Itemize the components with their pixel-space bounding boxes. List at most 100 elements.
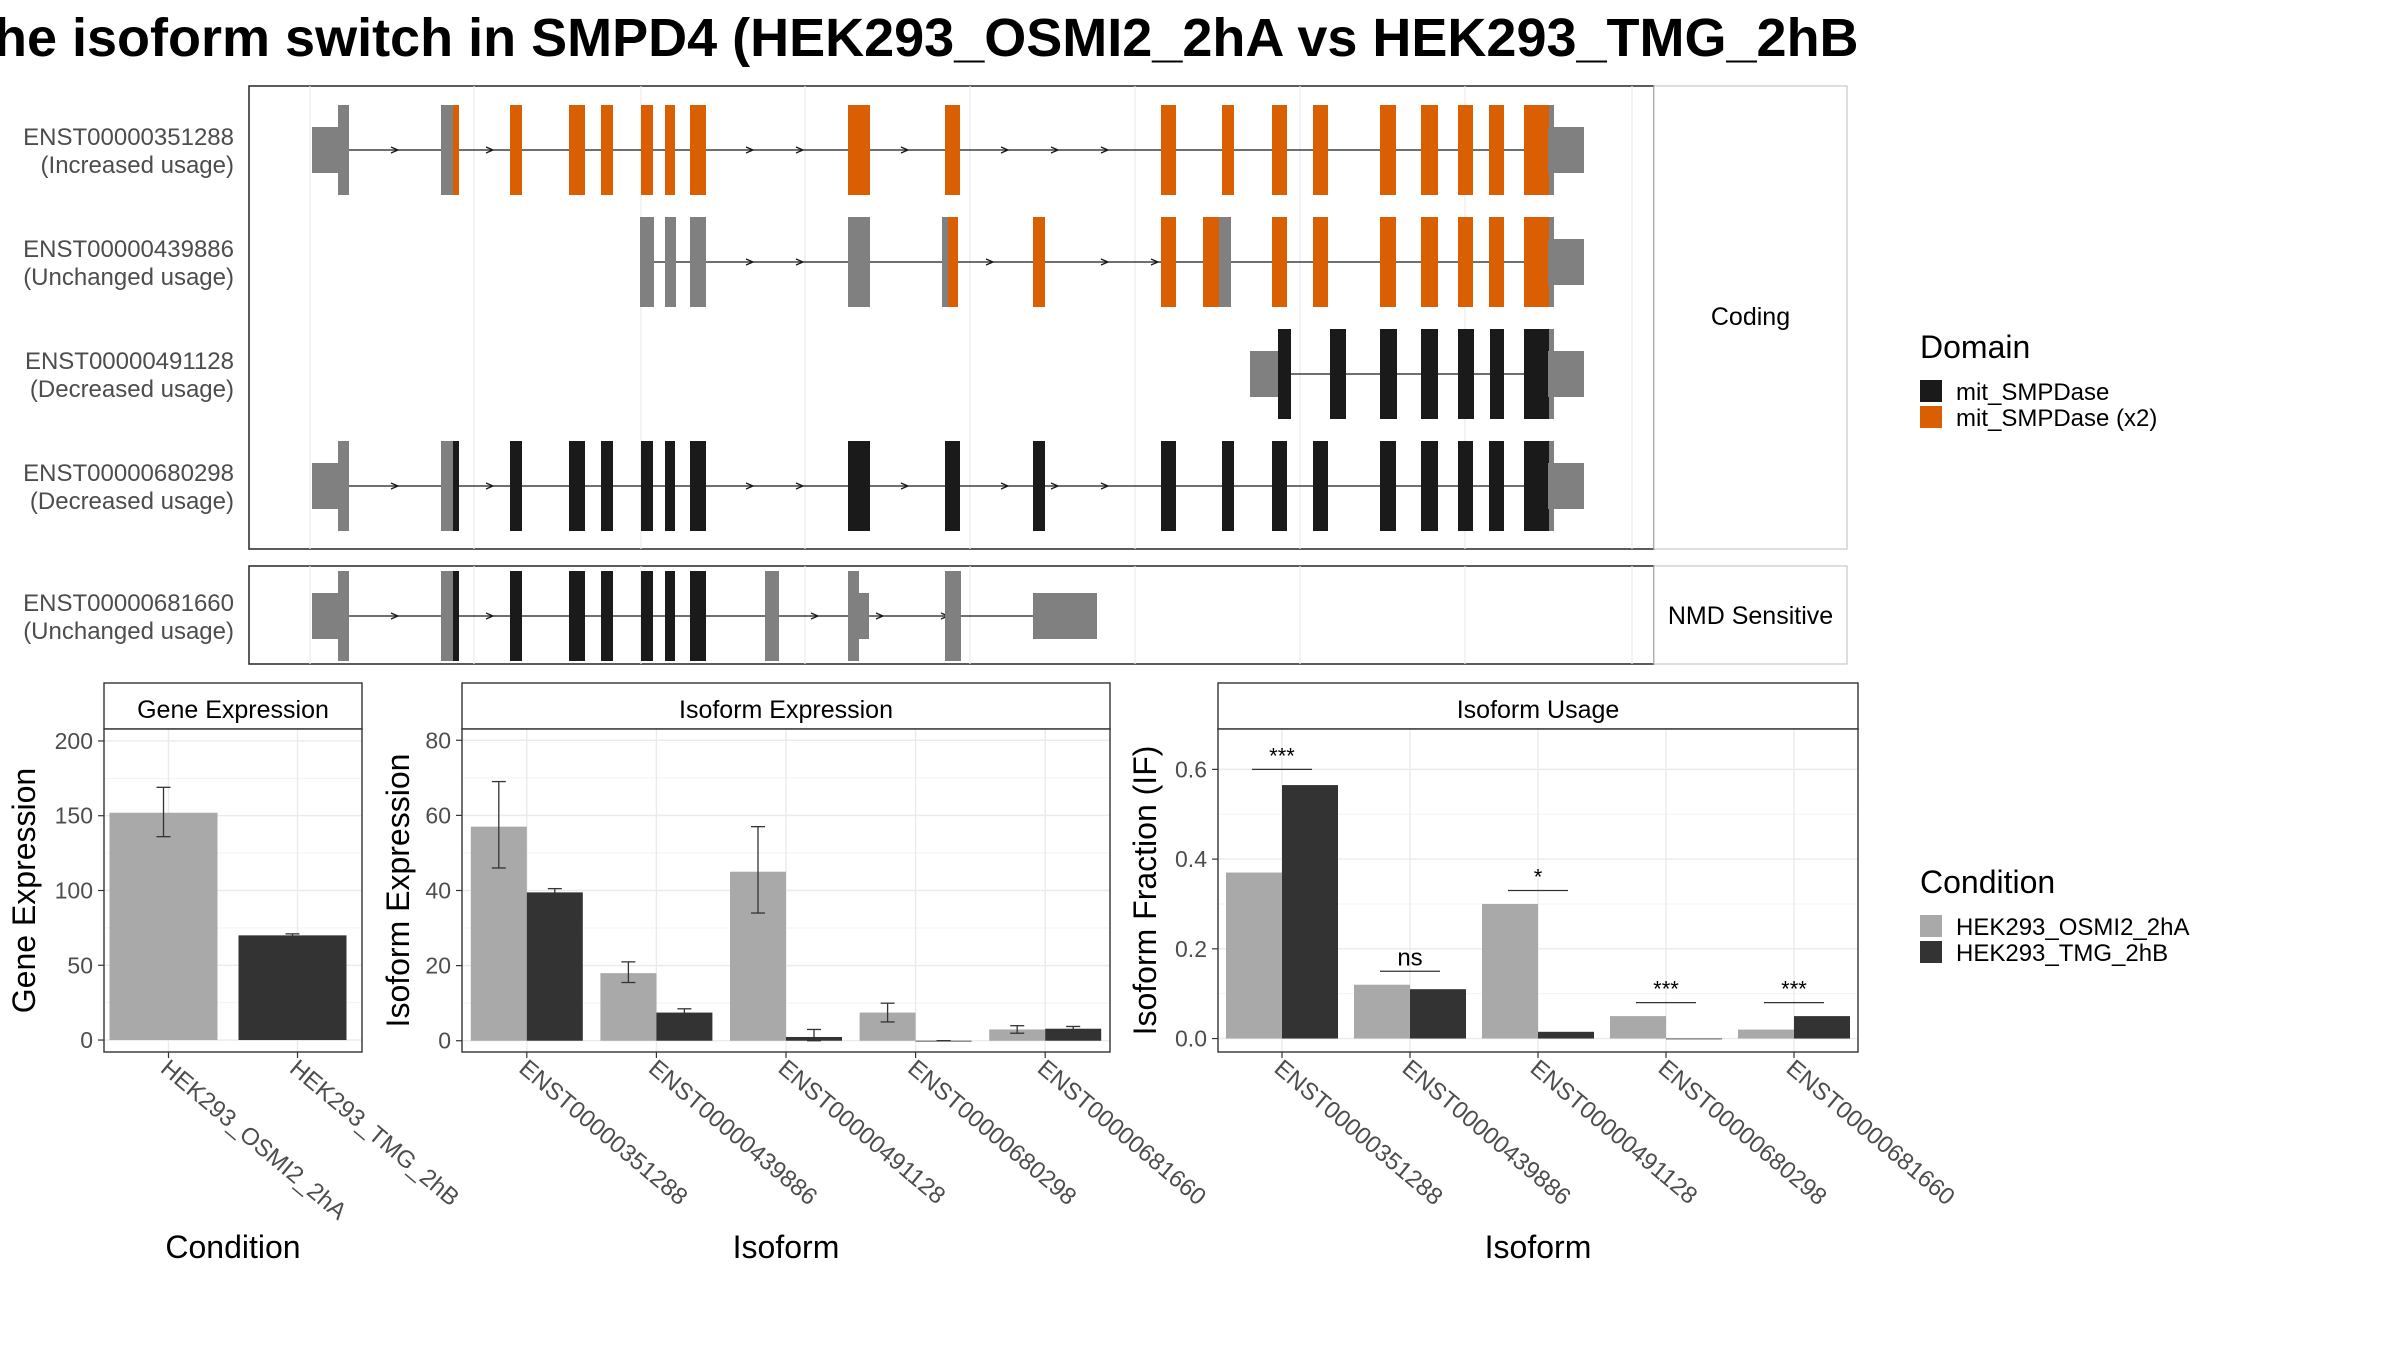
- intron-direction-arrow: [1100, 482, 1110, 490]
- coding-exon: [1421, 329, 1438, 419]
- utr-exon: [312, 593, 342, 639]
- legend-key-osmi2: [1920, 915, 1942, 937]
- intron-direction-arrow: [875, 612, 885, 620]
- y-tick-label: 200: [55, 728, 93, 754]
- coding-exon: [690, 441, 706, 531]
- y-tick-label: 20: [425, 953, 451, 979]
- panel-title-strip: [1217, 682, 1859, 730]
- utr-exon: [1033, 593, 1097, 639]
- transcript-usage-label: (Unchanged usage): [23, 264, 234, 291]
- coding-exon: [1421, 441, 1438, 531]
- coding-exon: [1458, 105, 1473, 195]
- legend-label-osmi2: HEK293_OSMI2_2hA: [1956, 914, 2189, 941]
- transcript-id-label: ENST00000680298: [23, 460, 234, 487]
- bar: [1794, 1016, 1850, 1039]
- intron-direction-arrow: [1100, 258, 1110, 266]
- coding-exon: [569, 571, 585, 661]
- intron-direction-arrow: [1000, 482, 1010, 490]
- utr-exon: [312, 127, 342, 173]
- coding-exon: [453, 571, 459, 661]
- bar: [1666, 1038, 1722, 1040]
- coding-exon: [1222, 441, 1234, 531]
- coding-exon: [338, 441, 349, 531]
- coding-exon: [848, 217, 870, 307]
- coding-exon: [1278, 329, 1291, 419]
- domain-legend: Domain mit_SMPDase mit_SMPDase (x2): [1920, 329, 2157, 432]
- coding-exon: [948, 217, 958, 307]
- coding-exon: [690, 217, 706, 307]
- intron-direction-arrow: [985, 258, 995, 266]
- coding-exon: [453, 441, 459, 531]
- intron-direction-arrow: [810, 612, 820, 620]
- coding-exon: [453, 105, 459, 195]
- coding-exon: [1313, 217, 1328, 307]
- coding-exon: [1033, 217, 1045, 307]
- intron-direction-arrow: [390, 146, 400, 154]
- coding-exon: [942, 217, 949, 307]
- coding-exon: [510, 441, 522, 531]
- coding-exon: [1524, 441, 1549, 531]
- y-tick-label: 0: [80, 1027, 93, 1053]
- coding-exon: [1458, 441, 1473, 531]
- y-tick-label: 0.0: [1175, 1026, 1207, 1052]
- bar: [1354, 984, 1410, 1039]
- coding-exon: [1161, 217, 1176, 307]
- coding-exon: [1549, 217, 1554, 307]
- coding-exon: [1489, 441, 1504, 531]
- nmd-strip-label: NMD Sensitive: [1668, 602, 1833, 630]
- coding-exon: [1524, 217, 1549, 307]
- intron-direction-arrow: [745, 482, 755, 490]
- panel-title-strip: [103, 682, 363, 730]
- significance-label: *: [1534, 865, 1543, 890]
- coding-exon: [1222, 105, 1234, 195]
- coding-exon: [338, 571, 349, 661]
- condition-legend: Condition HEK293_OSMI2_2hA HEK293_TMG_2h…: [1920, 864, 2189, 967]
- coding-exon: [1549, 441, 1554, 531]
- coding-exon: [1458, 217, 1473, 307]
- coding-exon: [1549, 329, 1554, 419]
- legend-key-mit-smpdase: [1920, 380, 1942, 402]
- condition-legend-title: Condition: [1920, 864, 2055, 900]
- y-tick-label: 0.6: [1175, 756, 1207, 782]
- coding-exon: [945, 105, 960, 195]
- legend-key-tmg: [1920, 941, 1942, 963]
- legend-label-tmg: HEK293_TMG_2hB: [1956, 940, 2168, 967]
- significance-label: ns: [1397, 944, 1422, 971]
- bar: [1538, 1031, 1594, 1039]
- coding-exon: [601, 105, 613, 195]
- intron-direction-arrow: [390, 482, 400, 490]
- coding-exon: [641, 571, 653, 661]
- intron-direction-arrow: [1050, 146, 1060, 154]
- coding-exon: [665, 571, 675, 661]
- bar: [1045, 1028, 1102, 1041]
- figure-title: he isoform switch in SMPD4 (HEK293_OSMI2…: [0, 8, 1859, 68]
- coding-exon: [945, 441, 960, 531]
- intron-direction-arrow: [1100, 146, 1110, 154]
- transcript-id-label: ENST00000351288: [23, 124, 234, 151]
- coding-exon: [641, 441, 653, 531]
- intron-direction-arrow: [900, 482, 910, 490]
- bar: [1282, 785, 1338, 1039]
- bar: [1410, 989, 1466, 1039]
- plot-frame: [103, 728, 363, 1053]
- coding-exon: [1458, 329, 1474, 419]
- y-tick-label: 100: [55, 878, 93, 904]
- y-tick-label: 0.2: [1175, 936, 1207, 962]
- y-axis-title: Gene Expression: [6, 768, 42, 1013]
- transcript-labels: ENST00000351288(Increased usage) ENST0000…: [23, 124, 234, 645]
- y-tick-label: 60: [425, 802, 451, 828]
- coding-exon: [1272, 217, 1287, 307]
- bar-panel: Isoform Expression020406080ENST000003512…: [380, 682, 1211, 1265]
- intron-direction-arrow: [795, 482, 805, 490]
- coding-exon: [1380, 105, 1396, 195]
- legend-key-mit-smpdase-x2: [1920, 406, 1942, 428]
- coding-exon: [1313, 105, 1328, 195]
- intron-direction-arrow: [745, 146, 755, 154]
- x-axis-title: Condition: [165, 1229, 300, 1265]
- y-tick-label: 0.4: [1175, 846, 1207, 872]
- bar: [989, 1029, 1046, 1041]
- intron-direction-arrow: [900, 146, 910, 154]
- coding-strip-label: Coding: [1711, 303, 1790, 331]
- coding-exon: [1380, 329, 1397, 419]
- coding-exon: [690, 571, 706, 661]
